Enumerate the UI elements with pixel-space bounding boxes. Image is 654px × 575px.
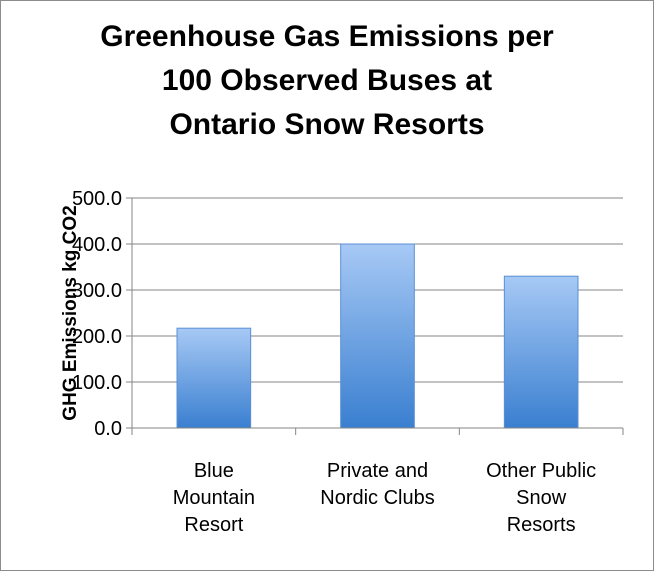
y-axis-label: GHG Emissions kg CO2 bbox=[60, 205, 81, 420]
y-tick-label: 200.0 bbox=[72, 326, 122, 348]
x-tick-label: Blue Mountain Resort bbox=[173, 460, 255, 536]
bar bbox=[176, 327, 252, 429]
bar bbox=[503, 275, 579, 429]
x-tick-label-line: Blue bbox=[194, 460, 234, 482]
x-tick-label-line: Nordic Clubs bbox=[320, 487, 434, 509]
x-tick-label-line: Private and bbox=[327, 460, 428, 482]
y-tick-label: 500.0 bbox=[72, 188, 122, 210]
x-tick-label-line: Mountain bbox=[173, 487, 255, 509]
x-tick-label-line: Snow bbox=[516, 487, 567, 509]
y-tick-label: 400.0 bbox=[72, 234, 122, 256]
bar bbox=[340, 243, 415, 429]
chart-title-line: 100 Observed Buses at bbox=[162, 64, 492, 97]
chart-title-line: Greenhouse Gas Emissions per bbox=[100, 20, 554, 53]
x-tick-label-line: Resorts bbox=[507, 514, 576, 536]
chart-title: Greenhouse Gas Emissions per 100 Observed… bbox=[100, 20, 554, 141]
y-tick-label: 0.0 bbox=[94, 418, 122, 440]
y-axis-label-group: GHG Emissions kg CO2 bbox=[60, 205, 81, 420]
x-tick-labels: Blue Mountain Resort Private and Nordic Club… bbox=[173, 460, 597, 536]
axes bbox=[131, 198, 624, 435]
y-tick-label: 100.0 bbox=[72, 372, 122, 394]
bars bbox=[176, 243, 579, 429]
y-tick-labels: 0.0 100.0 200.0 300.0 400.0 500.0 bbox=[72, 188, 122, 440]
y-tick-label: 300.0 bbox=[72, 280, 122, 302]
x-tick-label-line: Resort bbox=[184, 514, 243, 536]
x-tick-label-line: Other Public bbox=[486, 460, 596, 482]
chart-title-line: Ontario Snow Resorts bbox=[169, 108, 484, 141]
x-tick-label: Other Public Snow Resorts bbox=[486, 460, 596, 536]
x-tick-label: Private and Nordic Clubs bbox=[320, 460, 434, 509]
